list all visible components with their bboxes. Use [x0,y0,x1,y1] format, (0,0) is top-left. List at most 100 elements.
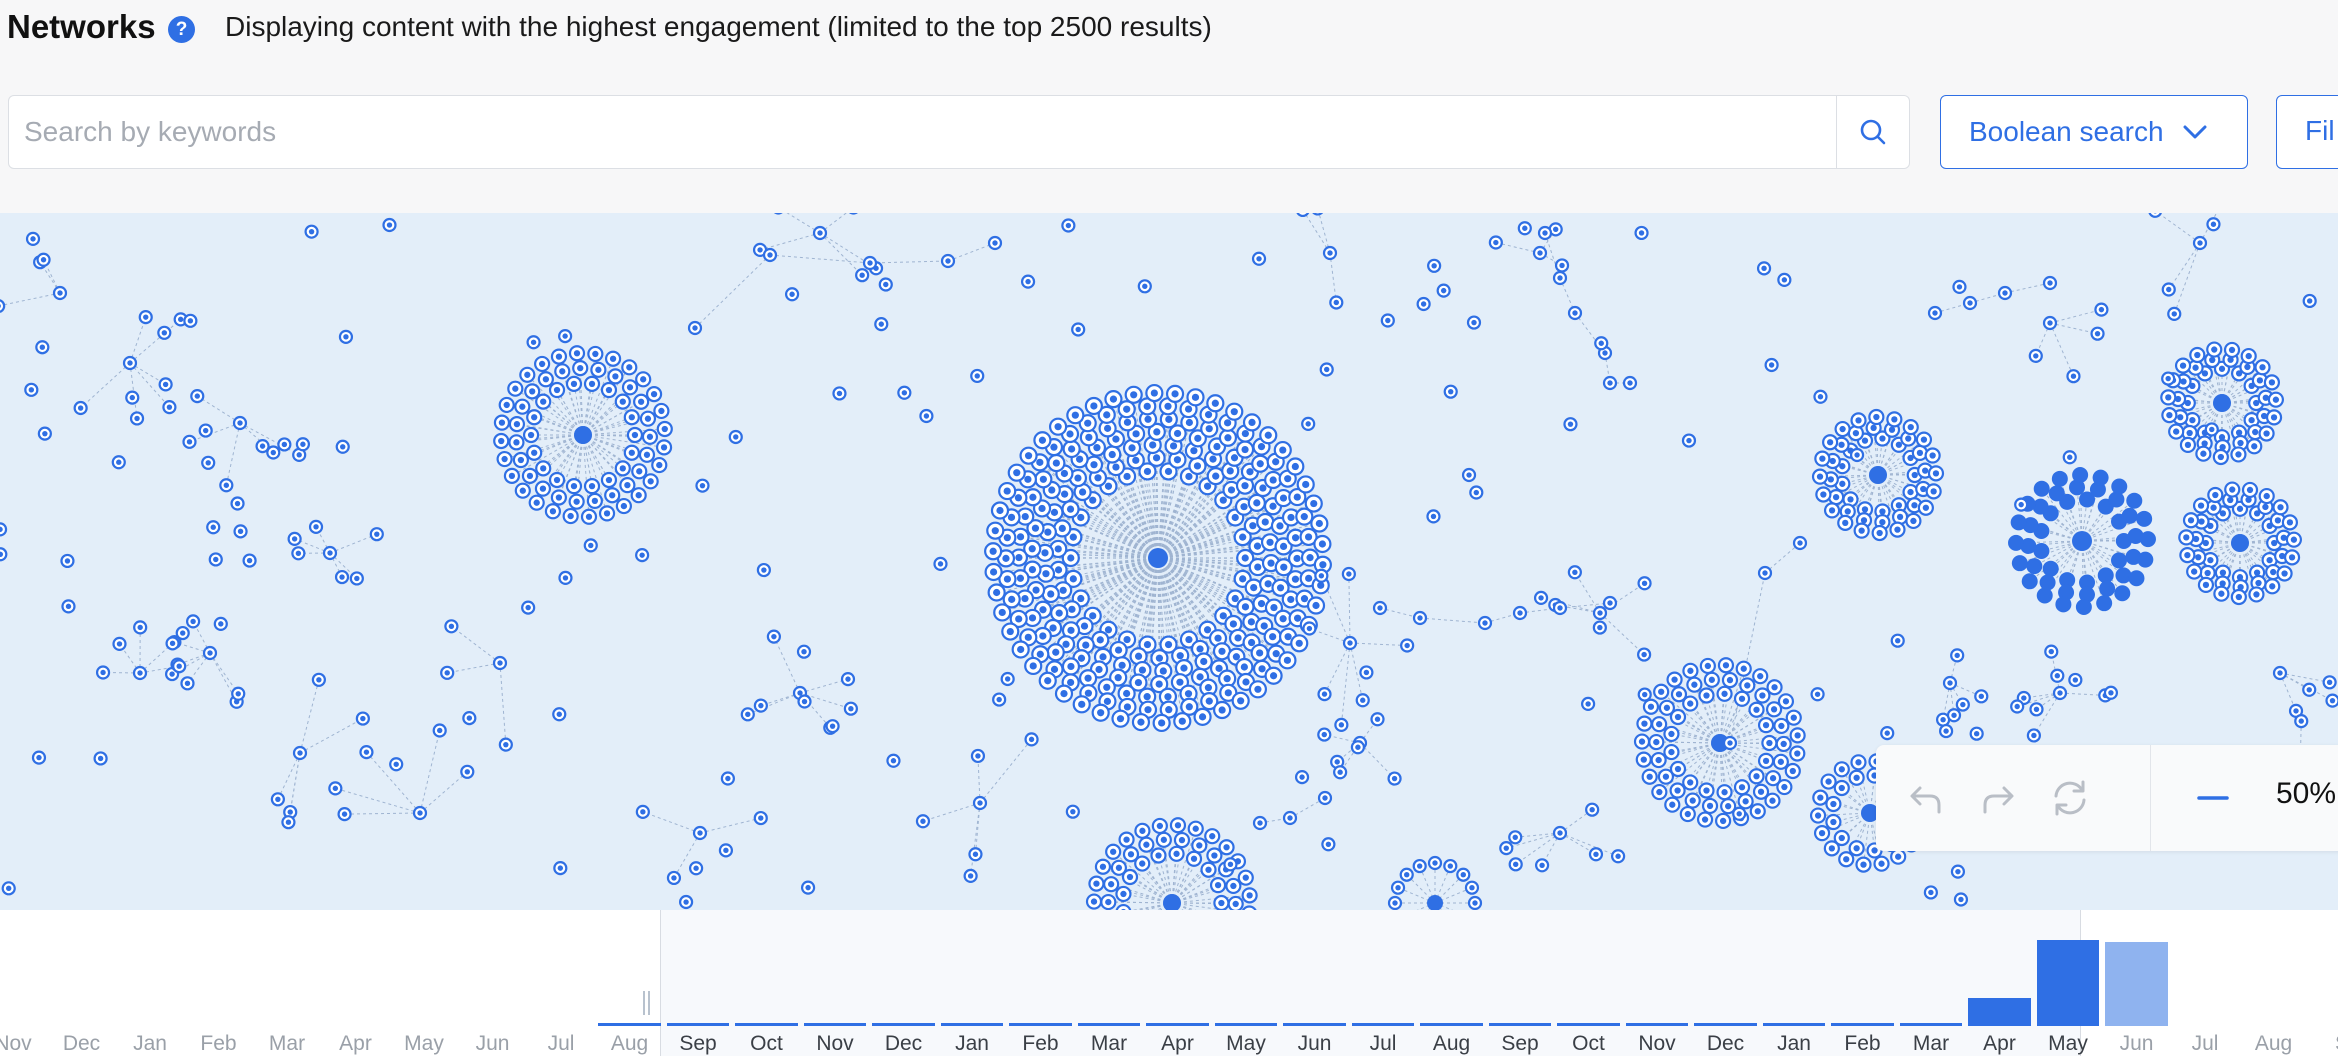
graph-node[interactable] [2072,467,2089,484]
graph-node[interactable] [2059,572,2076,589]
graph-node[interactable] [0,299,6,313]
graph-node[interactable] [2096,595,2113,612]
timeline-bar [1146,1023,1209,1026]
graph-edge [1118,557,1159,651]
graph-edge [2081,500,2135,542]
graph-node[interactable] [2128,570,2145,587]
network-graph-canvas[interactable] [0,213,2338,910]
graph-node[interactable] [1296,213,1310,218]
search-button[interactable] [1836,96,1909,168]
graph-node[interactable] [2039,574,2056,591]
boolean-search-button[interactable]: Boolean search [1940,95,2248,169]
graph-node[interactable] [574,426,592,444]
timeline-month-label: Nov [0,1032,32,1055]
graph-node[interactable] [2008,534,2025,551]
graph-node[interactable] [2010,514,2027,531]
graph-edge [977,755,981,804]
filter-button[interactable]: Fil [2276,95,2338,169]
graph-node[interactable] [2108,491,2125,508]
graph-node[interactable] [2148,213,2162,218]
graph-node-glyph [1230,882,1237,890]
graph-node[interactable] [2032,498,2049,515]
zoom-out-button[interactable] [2188,773,2238,823]
graph-node[interactable] [2079,491,2096,508]
graph-node[interactable] [2231,534,2249,552]
graph-node[interactable] [2072,531,2092,551]
graph-node-glyph [1132,456,1140,464]
graph-node-glyph [1930,488,1937,495]
graph-node[interactable] [1711,734,1729,752]
graph-node-glyph [2194,351,2201,359]
graph-node[interactable] [2026,558,2043,575]
graph-node[interactable] [2136,510,2153,527]
graph-node[interactable] [2042,560,2059,577]
graph-node[interactable] [2126,492,2143,509]
graph-node-glyph [291,536,298,542]
graph-node[interactable] [0,547,8,562]
graph-node[interactable] [2020,537,2037,554]
graph-node-glyph [464,769,470,775]
search-input[interactable] [9,96,1839,168]
graph-node[interactable] [1312,213,1324,216]
graph-node[interactable] [2111,552,2128,569]
graph-node-glyph [1074,474,1082,482]
redo-button[interactable] [1973,773,2023,823]
graph-edge [225,422,241,486]
graph-node[interactable] [2033,480,2050,497]
graph-node[interactable] [2213,394,2231,412]
graph-node-glyph [1781,783,1788,791]
graph-node-glyph [1120,890,1127,898]
graph-node-glyph [1542,230,1548,236]
graph-node[interactable] [2139,531,2156,548]
timeline-left-handle[interactable] [640,983,654,1023]
graph-node[interactable] [2078,586,2095,603]
graph-node[interactable] [2079,574,2096,591]
graph-node[interactable] [2055,596,2072,613]
graph-node-glyph [386,222,393,228]
graph-node[interactable] [2111,478,2128,495]
help-icon[interactable]: ? [168,16,195,43]
timeline-selection[interactable] [660,910,2080,1056]
timeline[interactable]: Nov Dec Jan Feb Mar Apr May Jun Jul Aug Sep Oct Nov D… [0,910,2338,1056]
graph-node[interactable] [2011,555,2028,572]
graph-node[interactable] [2099,580,2116,597]
graph-node-glyph [1706,802,1714,810]
graph-node[interactable] [1427,895,1443,910]
timeline-bar [1625,1023,1689,1026]
graph-edge [1348,573,1351,644]
graph-node[interactable] [2021,573,2038,590]
graph-node-glyph [1853,845,1860,852]
graph-node[interactable] [2069,479,2086,496]
graph-node[interactable] [2121,507,2138,524]
graph-node-glyph [1797,540,1803,546]
graph-node[interactable] [2033,543,2050,560]
graph-node-glyph [1860,517,1868,524]
graph-node[interactable] [1148,548,1168,568]
graph-node[interactable] [2115,567,2132,584]
graph-node[interactable] [1861,804,1879,822]
graph-node[interactable] [0,522,8,537]
graph-node[interactable] [2114,585,2131,602]
graph-node[interactable] [1115,903,1132,910]
graph-node[interactable] [2137,551,2154,568]
graph-node[interactable] [2127,528,2144,545]
graph-node[interactable] [1869,466,1887,484]
graph-node-glyph [585,513,593,520]
graph-node[interactable] [1163,894,1181,910]
graph-node-glyph [1322,795,1328,801]
graph-node[interactable] [2048,485,2065,502]
graph-node[interactable] [2075,598,2092,615]
graph-edge [1719,742,1762,793]
page-title: Networks [7,8,156,45]
undo-button[interactable] [1901,773,1951,823]
reset-button[interactable] [2045,773,2095,823]
graph-node[interactable] [2036,587,2053,604]
graph-node-glyph [1334,759,1340,765]
graph-node-glyph [1095,665,1103,674]
graph-node[interactable] [2092,469,2109,486]
graph-node[interactable] [2097,567,2114,584]
graph-node[interactable] [2051,470,2068,487]
graph-node[interactable] [1241,905,1257,910]
timeline-month-label: Nov [816,1032,854,1055]
graph-node-glyph [2002,290,2008,296]
